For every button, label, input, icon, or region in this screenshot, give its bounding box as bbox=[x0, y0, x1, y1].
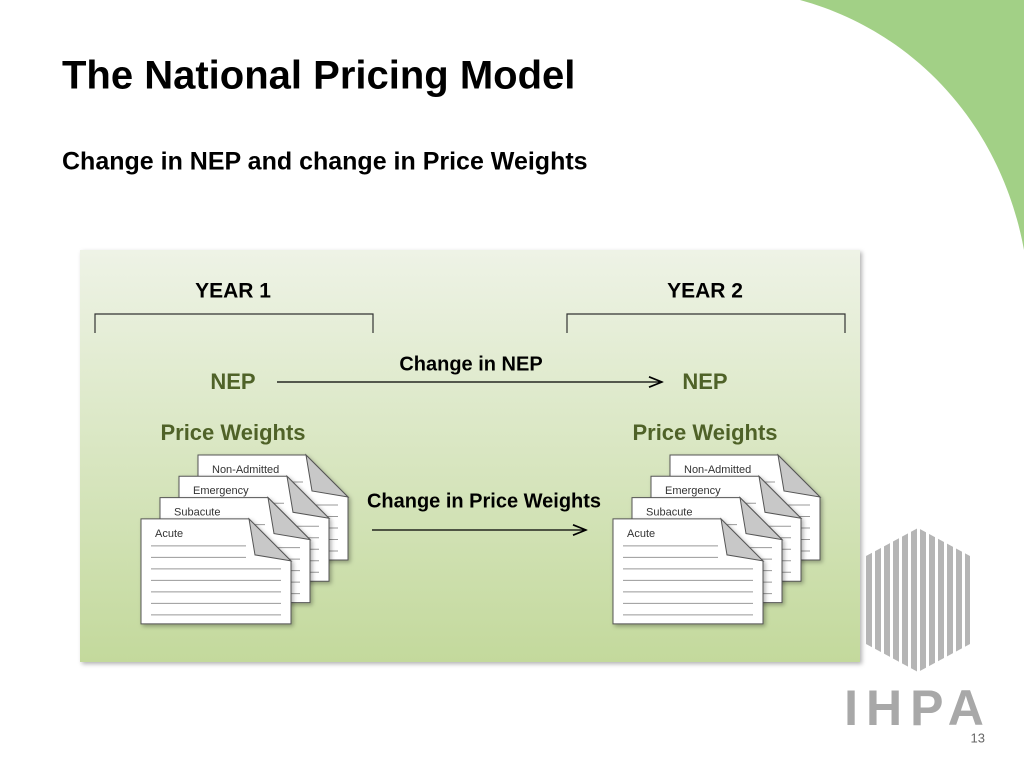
arrow-label: Change in NEP bbox=[399, 353, 542, 375]
logo-mark bbox=[866, 528, 970, 672]
corner-arc bbox=[800, 0, 1024, 250]
document-fold bbox=[305, 453, 350, 498]
document-fold bbox=[720, 517, 765, 562]
logo-stripe bbox=[902, 528, 908, 672]
document-fold bbox=[739, 496, 784, 541]
title: The National Pricing Model bbox=[62, 54, 575, 98]
logo-stripe bbox=[920, 528, 926, 672]
year-label: YEAR 1 bbox=[195, 280, 271, 303]
logo-stripe bbox=[893, 528, 899, 672]
document-fold bbox=[758, 474, 803, 520]
logo-stripe bbox=[929, 528, 935, 672]
document-label: Non-Admitted bbox=[212, 464, 279, 476]
logo-stripe bbox=[875, 528, 881, 672]
logo-stripe bbox=[965, 528, 970, 672]
document-fold bbox=[267, 496, 312, 541]
nep-label: NEP bbox=[682, 369, 727, 394]
nep-label: NEP bbox=[210, 369, 255, 394]
document: Acute bbox=[140, 517, 293, 625]
document-fold bbox=[286, 474, 331, 520]
weights-label: Price Weights bbox=[632, 420, 777, 445]
logo-stripe bbox=[866, 528, 872, 672]
logo-stripe bbox=[956, 528, 962, 672]
subtitle: Change in NEP and change in Price Weight… bbox=[62, 148, 588, 176]
document-label: Acute bbox=[627, 528, 655, 540]
document-label: Acute bbox=[155, 528, 183, 540]
document-label: Emergency bbox=[665, 485, 721, 497]
document-label: Subacute bbox=[646, 507, 692, 519]
logo-stripe bbox=[884, 528, 890, 672]
logo-stripe bbox=[947, 528, 953, 672]
brackets bbox=[94, 313, 846, 333]
document: Acute bbox=[612, 517, 765, 625]
logo-stripe bbox=[911, 528, 917, 672]
arrow-label: Change in Price Weights bbox=[367, 490, 601, 512]
years: YEAR 1 NEP Price Weights Non-Admitted Emerge… bbox=[140, 280, 822, 625]
logo-text: IHPA bbox=[844, 680, 992, 736]
year-label: YEAR 2 bbox=[667, 280, 743, 303]
weights-label: Price Weights bbox=[160, 420, 305, 445]
document-label: Non-Admitted bbox=[684, 464, 751, 476]
document-label: Emergency bbox=[193, 485, 249, 497]
document-fold bbox=[248, 517, 293, 562]
document-fold bbox=[777, 453, 822, 498]
logo-stripe bbox=[938, 528, 944, 672]
page-number: 13 bbox=[971, 730, 985, 745]
document-label: Subacute bbox=[174, 507, 220, 519]
